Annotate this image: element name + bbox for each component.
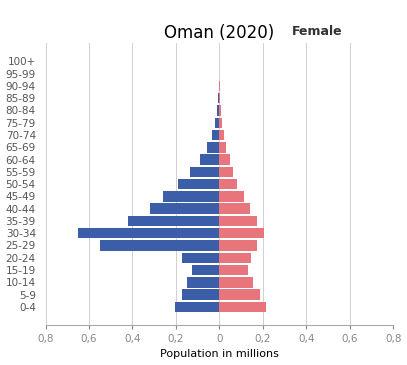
Bar	[219, 228, 264, 238]
Bar	[219, 216, 257, 226]
Bar	[219, 179, 237, 189]
Text: Female: Female	[291, 25, 342, 38]
Bar	[100, 240, 219, 251]
Bar	[178, 179, 219, 189]
Bar	[219, 118, 222, 128]
Bar	[78, 228, 219, 238]
X-axis label: Population in millions: Population in millions	[160, 349, 279, 360]
Bar	[219, 105, 221, 116]
Bar	[190, 166, 219, 177]
Bar	[219, 277, 253, 288]
Bar	[219, 154, 230, 165]
Bar	[128, 216, 219, 226]
Bar	[219, 166, 233, 177]
Title: Oman (2020): Oman (2020)	[164, 24, 274, 42]
Bar	[219, 240, 257, 251]
Bar	[219, 253, 251, 263]
Bar	[212, 130, 219, 140]
Bar	[219, 265, 247, 275]
Bar	[182, 289, 219, 300]
Bar	[150, 203, 219, 214]
Bar	[200, 154, 219, 165]
Bar	[192, 265, 219, 275]
Bar	[219, 289, 260, 300]
Bar	[163, 191, 219, 201]
Bar	[219, 301, 266, 312]
Bar	[215, 118, 219, 128]
Bar	[219, 142, 226, 153]
Bar	[219, 93, 220, 103]
Bar	[175, 301, 219, 312]
Bar	[219, 203, 250, 214]
Bar	[208, 142, 219, 153]
Bar	[182, 253, 219, 263]
Bar	[219, 191, 244, 201]
Bar	[217, 105, 219, 116]
Bar	[187, 277, 219, 288]
Bar	[219, 130, 224, 140]
